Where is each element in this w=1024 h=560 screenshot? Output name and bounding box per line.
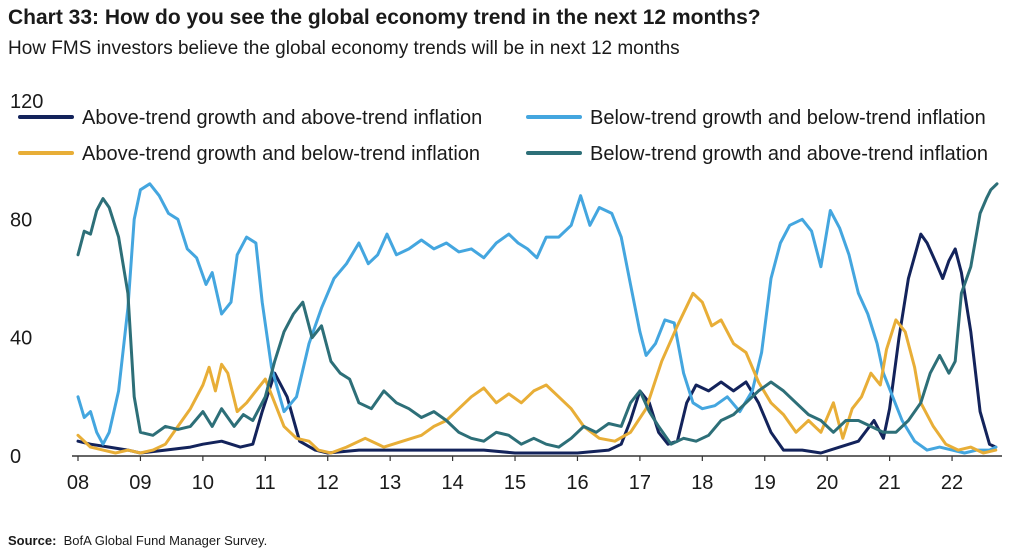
series-line-4: [76, 182, 999, 449]
x-tick-label: 09: [129, 472, 151, 494]
x-tick-label: 14: [441, 472, 463, 494]
x-tick-label: 13: [379, 472, 401, 494]
x-tick-label: 10: [192, 472, 214, 494]
x-axis: 08 09 10 11 12 13 14 15 16 17 18 19 20 21 22: [67, 455, 1002, 494]
x-tick-label: 12: [317, 472, 339, 494]
x-tick-label: 19: [754, 472, 776, 494]
y-tick-label: 40: [10, 328, 32, 350]
x-tick-label: 16: [566, 472, 588, 494]
y-tick-label: 120: [10, 91, 43, 113]
source-note: Source: BofA Global Fund Manager Survey.: [8, 533, 267, 548]
x-tick-label: 18: [691, 472, 713, 494]
series-line-3: [76, 291, 998, 455]
series-line-1: [76, 232, 998, 455]
legend-label: Above-trend growth and above-trend infla…: [82, 107, 482, 129]
legend: Above-trend growth and above-trend infla…: [18, 107, 988, 165]
x-tick-label: 17: [629, 472, 651, 494]
x-tick-label: 11: [255, 472, 276, 494]
chart-subtitle: How FMS investors believe the global eco…: [8, 38, 680, 59]
x-tick-label: 21: [878, 472, 900, 494]
chart-title: Chart 33: How do you see the global econ…: [8, 6, 761, 29]
y-axis-labels: 0 40 80 120: [10, 91, 43, 468]
x-tick-label: 22: [941, 472, 963, 494]
source-label: Source:: [8, 533, 57, 548]
source-text: BofA Global Fund Manager Survey.: [63, 533, 268, 548]
series-line-2: [76, 182, 998, 455]
x-tick-label: 20: [816, 472, 838, 494]
legend-label: Above-trend growth and below-trend infla…: [82, 143, 480, 165]
y-tick-label: 0: [10, 446, 21, 468]
legend-label: Below-trend growth and below-trend infla…: [590, 107, 986, 129]
x-tick-label: 15: [504, 472, 526, 494]
x-tick-label: 08: [67, 472, 89, 494]
series-lines: [76, 182, 999, 455]
y-tick-label: 80: [10, 209, 32, 231]
legend-label: Below-trend growth and above-trend infla…: [590, 143, 988, 165]
